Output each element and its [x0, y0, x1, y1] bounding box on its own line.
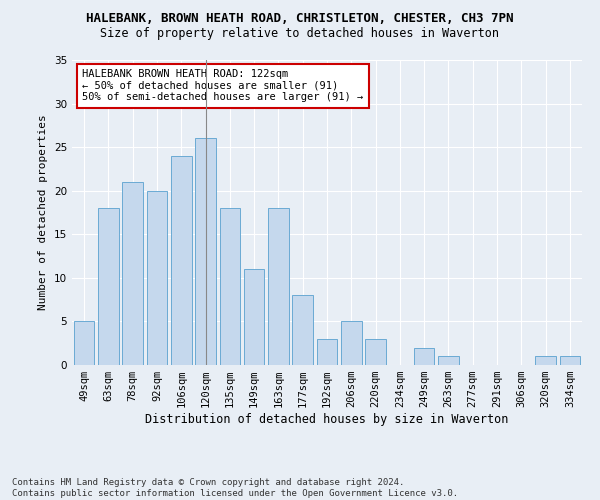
- Bar: [268, 208, 289, 365]
- Text: HALEBANK, BROWN HEATH ROAD, CHRISTLETON, CHESTER, CH3 7PN: HALEBANK, BROWN HEATH ROAD, CHRISTLETON,…: [86, 12, 514, 26]
- Bar: [438, 356, 459, 365]
- Bar: [122, 182, 143, 365]
- Bar: [146, 190, 167, 365]
- Bar: [244, 269, 265, 365]
- Text: Size of property relative to detached houses in Waverton: Size of property relative to detached ho…: [101, 28, 499, 40]
- Bar: [560, 356, 580, 365]
- Bar: [341, 322, 362, 365]
- Bar: [292, 296, 313, 365]
- Bar: [98, 208, 119, 365]
- Bar: [414, 348, 434, 365]
- Bar: [365, 339, 386, 365]
- Bar: [171, 156, 191, 365]
- Bar: [74, 322, 94, 365]
- Bar: [195, 138, 216, 365]
- Bar: [220, 208, 240, 365]
- Y-axis label: Number of detached properties: Number of detached properties: [38, 114, 49, 310]
- X-axis label: Distribution of detached houses by size in Waverton: Distribution of detached houses by size …: [145, 413, 509, 426]
- Text: HALEBANK BROWN HEATH ROAD: 122sqm
← 50% of detached houses are smaller (91)
50% : HALEBANK BROWN HEATH ROAD: 122sqm ← 50% …: [82, 69, 364, 102]
- Bar: [535, 356, 556, 365]
- Bar: [317, 339, 337, 365]
- Text: Contains HM Land Registry data © Crown copyright and database right 2024.
Contai: Contains HM Land Registry data © Crown c…: [12, 478, 458, 498]
